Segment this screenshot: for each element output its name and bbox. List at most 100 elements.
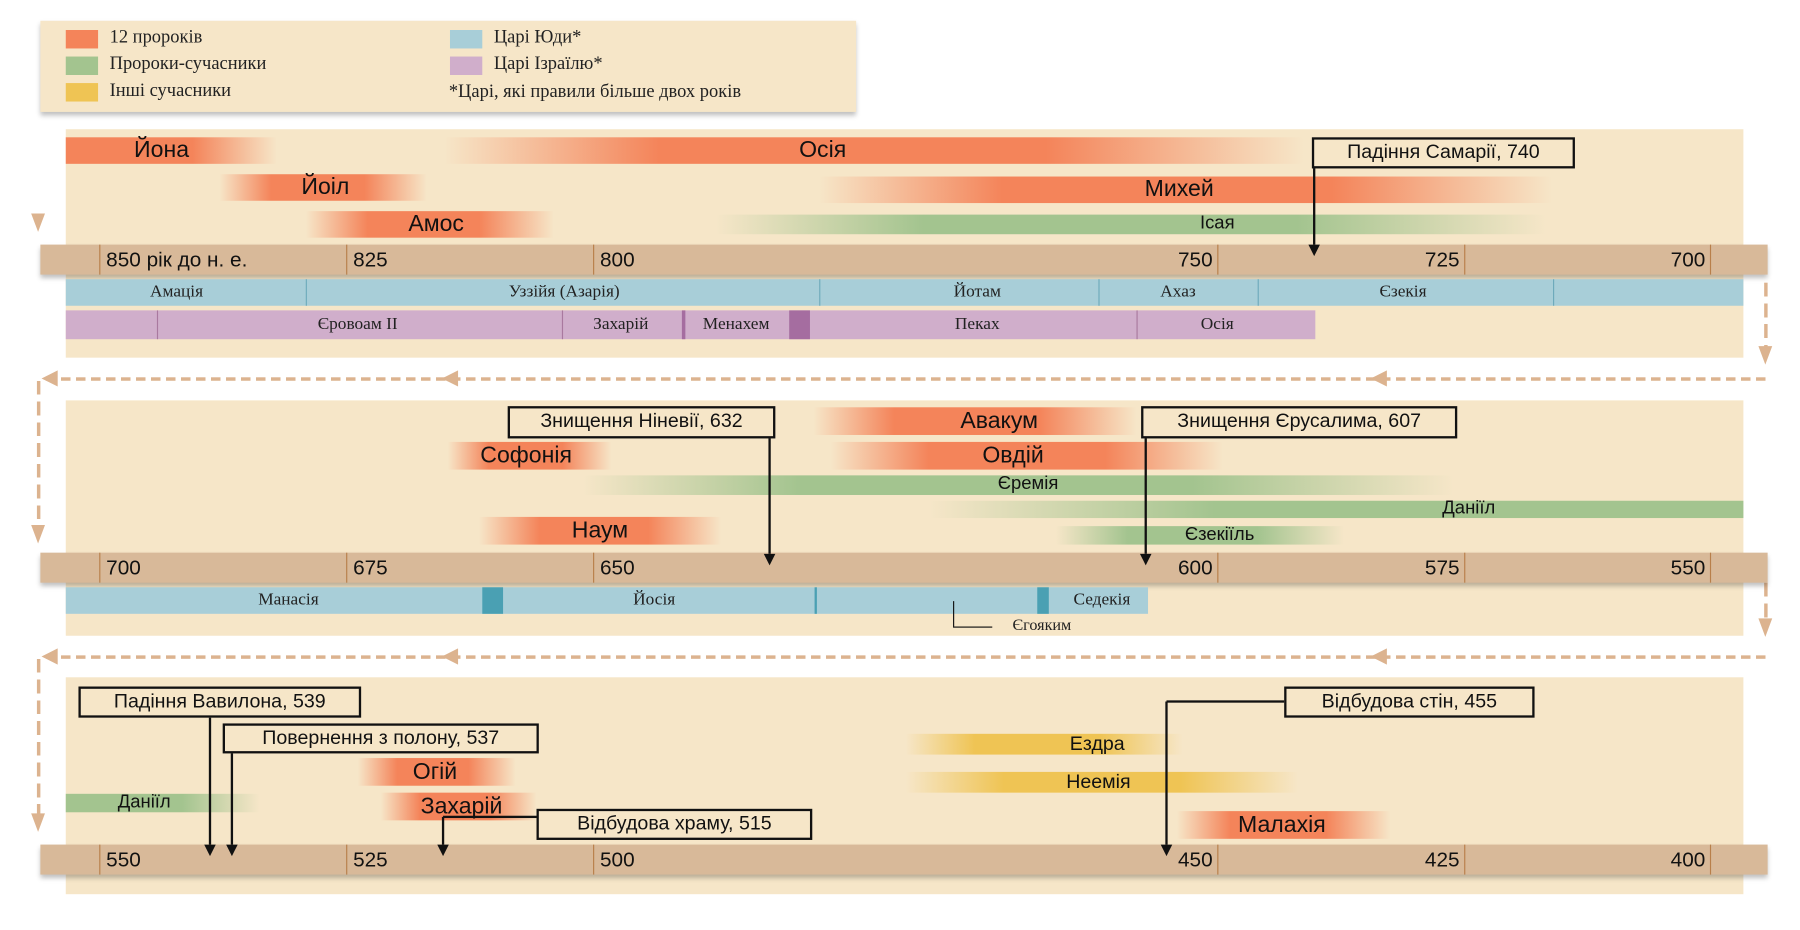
arrow-down-icon <box>1139 553 1152 566</box>
prophet-label: Наум <box>571 517 629 543</box>
reign-divider <box>1098 279 1100 306</box>
axis-tick-label: 575 <box>1424 556 1460 580</box>
prophet-label: Софонія <box>480 442 572 468</box>
reign-divider <box>819 279 821 306</box>
legend: 12 пророків Пророки-сучасники Інші сучас… <box>40 20 857 112</box>
event-pointer-line <box>1313 168 1316 245</box>
prophet-label: Захарій <box>420 793 503 819</box>
short-reign-block <box>1037 587 1049 614</box>
axis-tick-label: 400 <box>1670 848 1706 872</box>
flow-connector <box>1764 582 1768 624</box>
pointer-line <box>953 626 993 628</box>
prophet-bar <box>444 137 1304 164</box>
axis-tick-label: 550 <box>106 848 141 872</box>
flow-arrow-icon <box>41 648 58 665</box>
prophet-bar <box>830 441 1224 470</box>
axis-tick-label: 850 рік до н. е. <box>106 248 248 272</box>
prophet-bar <box>357 758 516 786</box>
axis-tick-label: 450 <box>1177 848 1213 872</box>
reign-divider <box>156 310 159 340</box>
event-pointer-line <box>768 438 771 554</box>
flow-arrow-icon <box>1758 618 1773 637</box>
israel-kings-band <box>65 310 1316 340</box>
prophet-bar <box>1055 526 1345 545</box>
prophet-label: Авакум <box>960 407 1039 434</box>
reign-divider <box>561 310 564 340</box>
event-pointer-line <box>441 816 445 845</box>
judah-king-label: Йотам <box>953 282 1001 302</box>
judah-king-label: Єгояким <box>1012 617 1072 635</box>
flow-arrow-icon <box>41 370 58 387</box>
arrow-down-icon <box>1160 844 1173 857</box>
prophet-bar <box>305 211 554 238</box>
axis-tick <box>1709 844 1712 875</box>
judah-kings-band <box>65 587 1149 614</box>
axis-tick <box>593 552 595 583</box>
axis-tick <box>1709 552 1712 583</box>
flow-arrow-icon <box>31 524 45 544</box>
legend-swatch-other <box>65 83 99 102</box>
flow-connector <box>1764 282 1768 352</box>
event-pointer-line <box>1166 700 1285 703</box>
prophet-label: Огій <box>412 758 458 785</box>
axis-tick-label: 500 <box>599 848 635 872</box>
axis-tick-label: 800 <box>599 248 635 272</box>
legend-label: Інші сучасники <box>109 80 232 101</box>
axis-tick-label: 425 <box>1424 848 1460 872</box>
event-callout: Відбудова стін, 455 <box>1284 686 1535 718</box>
judah-king-label: Йосія <box>633 590 676 610</box>
axis-tick-label: 600 <box>1177 556 1213 580</box>
prophet-bar <box>819 176 1552 204</box>
prophet-bar <box>380 792 537 821</box>
axis-tick-label: 675 <box>353 556 388 580</box>
prophet-bar <box>478 516 722 545</box>
flow-arrow-icon <box>31 813 45 832</box>
event-pointer-line <box>443 815 537 819</box>
axis-tick <box>593 244 595 275</box>
flow-arrow-icon <box>1758 346 1773 365</box>
judah-kings-band <box>65 279 1744 306</box>
legend-swatch-judah-kings <box>449 29 483 49</box>
legend-label: 12 пророків <box>109 27 203 48</box>
axis-tick <box>99 552 101 583</box>
axis-tick-label: 700 <box>106 556 141 580</box>
prophet-label: Йона <box>134 137 190 163</box>
prophet-label: Ездра <box>1069 732 1125 755</box>
prophet-label: Єремія <box>997 474 1059 495</box>
axis-tick <box>1709 244 1712 275</box>
axis-tick-label: 825 <box>353 248 388 272</box>
axis-tick <box>593 844 595 875</box>
axis-tick <box>346 244 348 275</box>
flow-arrow-icon <box>441 370 459 387</box>
axis-tick <box>346 552 348 583</box>
timeline-axis: 550 525 500 450 425 400 <box>40 844 1768 875</box>
prophet-label: Даніїл <box>117 792 171 813</box>
flow-arrow-icon <box>1370 370 1387 387</box>
prophet-bar <box>65 137 277 164</box>
reign-divider <box>305 279 307 306</box>
legend-swatch-12-prophets <box>65 29 99 49</box>
event-callout: Повернення з полону, 537 <box>222 723 539 754</box>
prophet-label: Малахія <box>1237 811 1326 838</box>
prophet-label: Ісая <box>1199 213 1235 234</box>
axis-tick <box>1217 552 1219 583</box>
judah-king-label: Амація <box>150 282 204 302</box>
legend-swatch-contemporary-prophets <box>65 56 99 75</box>
reign-divider <box>1136 310 1138 340</box>
axis-tick <box>1217 244 1219 275</box>
axis-tick <box>1464 552 1466 583</box>
axis-tick-label: 700 <box>1670 248 1706 272</box>
prophet-bar <box>928 500 1744 519</box>
israel-king-label: Менахем <box>702 314 770 334</box>
flow-arrow-icon <box>31 213 45 232</box>
prophet-bar <box>65 793 260 813</box>
prophet-bar <box>715 214 1547 235</box>
prophet-label: Йоіл <box>301 174 350 200</box>
axis-tick <box>99 844 101 875</box>
event-callout: Падіння Самарії, 740 <box>1311 137 1575 169</box>
prophet-bar <box>582 475 1454 495</box>
axis-tick <box>1217 844 1219 875</box>
prophet-label: Овдій <box>982 442 1044 468</box>
prophet-bar <box>905 771 1299 793</box>
